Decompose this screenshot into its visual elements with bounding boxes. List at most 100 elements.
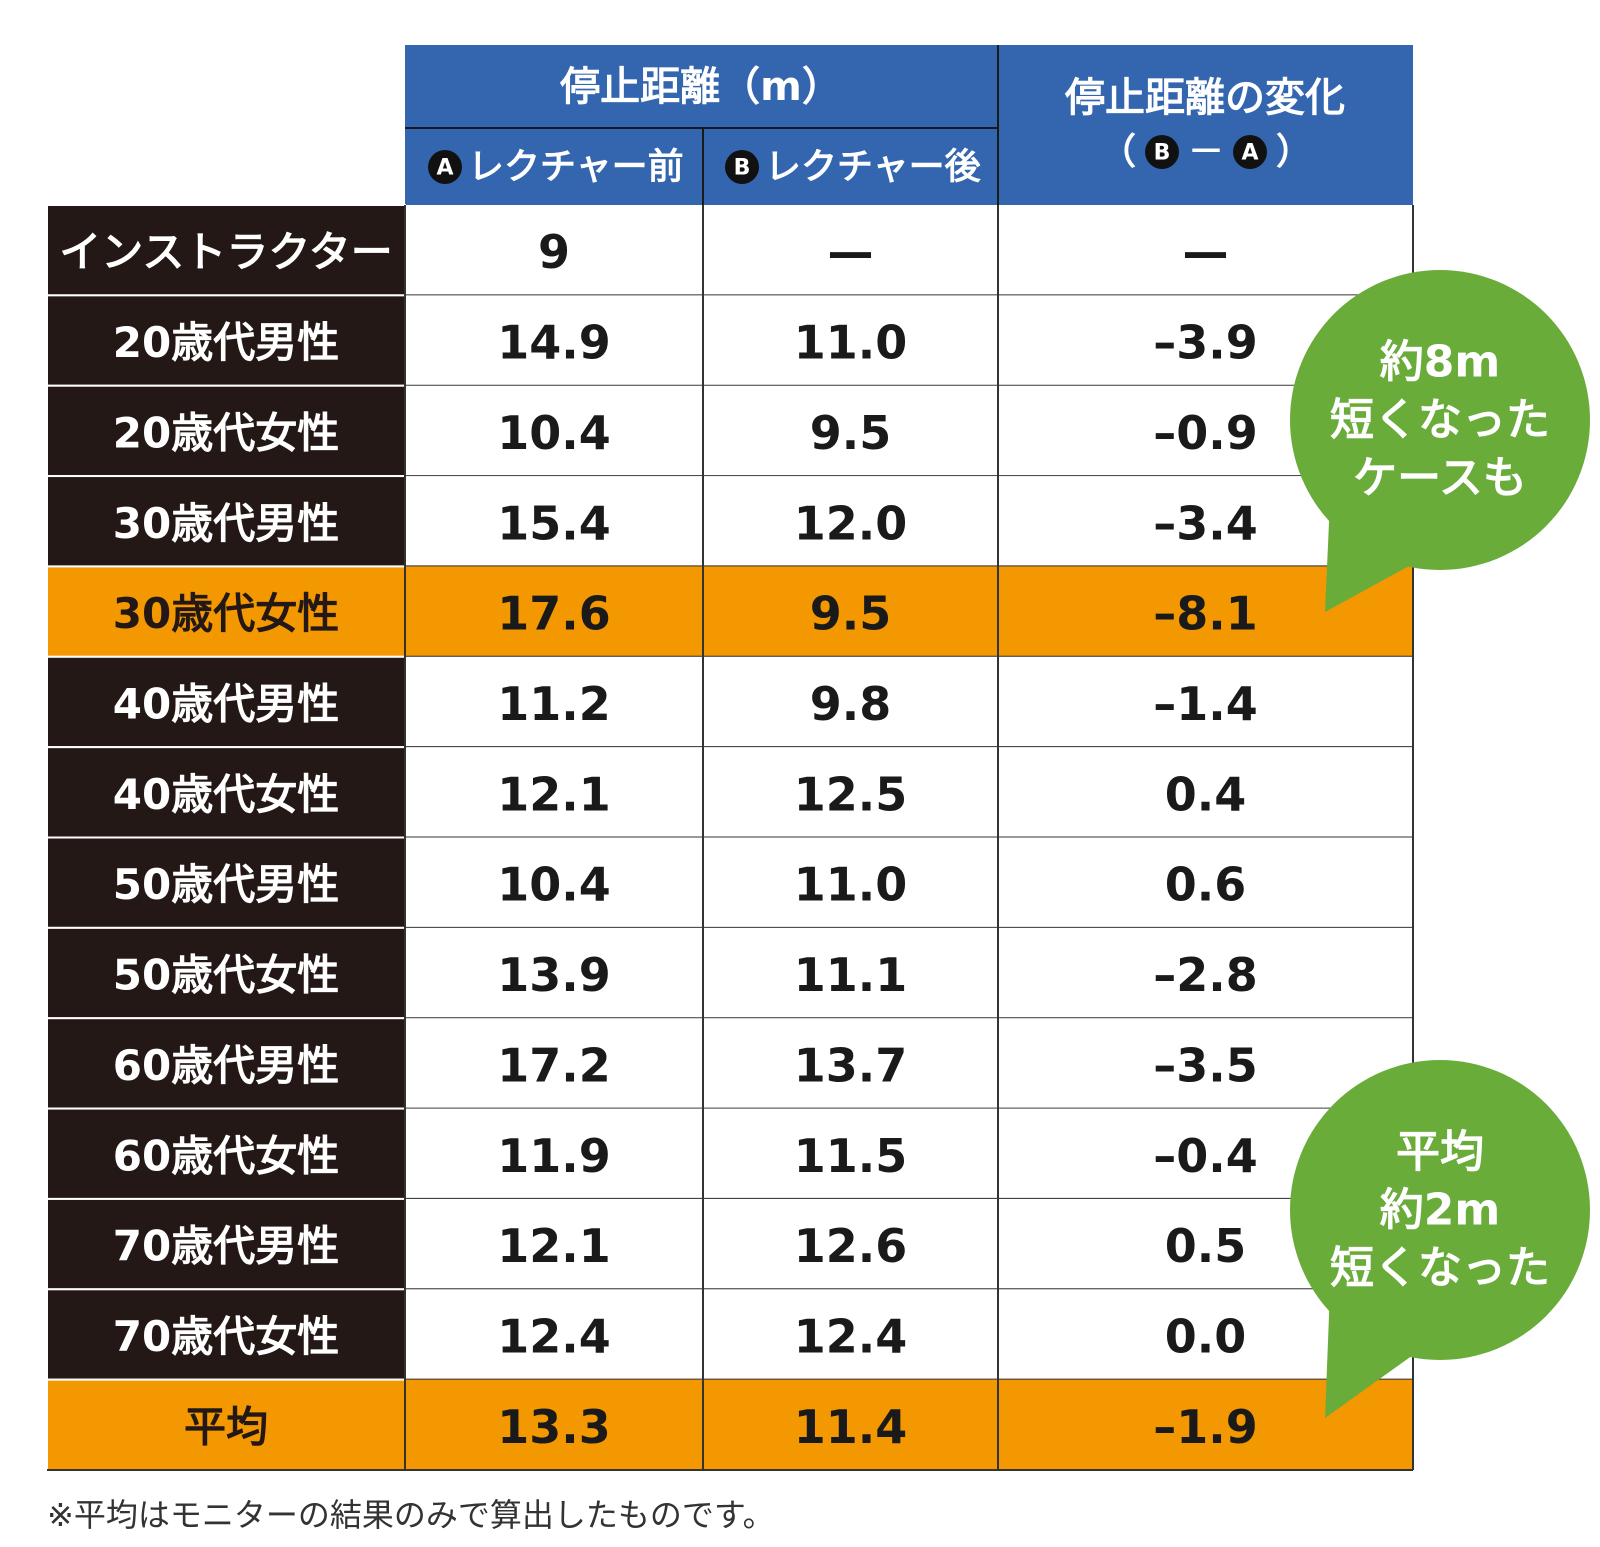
callout-text: 短くなった bbox=[1330, 1243, 1550, 1294]
label-cell bbox=[46, 475, 406, 568]
row-label: 70歳代女性 bbox=[113, 1312, 339, 1361]
cell-value: 0.5 bbox=[1165, 1219, 1247, 1273]
callout-text: 約2m bbox=[1380, 1185, 1500, 1236]
cell-value: 10.4 bbox=[497, 858, 611, 912]
cell-value: 12.4 bbox=[497, 1309, 611, 1363]
badge: A bbox=[436, 156, 453, 181]
cell-value: –2.8 bbox=[1153, 948, 1258, 1002]
cell-value: 10.4 bbox=[497, 406, 611, 460]
callout-bubble bbox=[1290, 270, 1590, 570]
row-label: 30歳代女性 bbox=[113, 589, 339, 638]
label-cell bbox=[46, 1288, 406, 1381]
badge-circle bbox=[1145, 135, 1179, 169]
formula-symbol: （ bbox=[1100, 132, 1136, 173]
cell-value: 15.4 bbox=[497, 496, 611, 550]
cell-value: 0.6 bbox=[1165, 858, 1247, 912]
row-label: 20歳代男性 bbox=[113, 318, 339, 367]
badge: B bbox=[734, 156, 751, 181]
data-row bbox=[405, 1018, 1413, 1109]
row-label: インストラクター bbox=[59, 228, 392, 277]
cell-value: — bbox=[1183, 225, 1229, 279]
badge-circle bbox=[1233, 135, 1267, 169]
data-row bbox=[405, 1379, 1413, 1470]
badge-circle bbox=[428, 150, 462, 184]
label-cell bbox=[46, 1197, 406, 1291]
row-label: 40歳代男性 bbox=[113, 679, 339, 728]
cell-value: 9.5 bbox=[810, 406, 892, 460]
data-row bbox=[405, 837, 1413, 928]
row-label: 50歳代女性 bbox=[113, 951, 339, 1000]
callout-text: 短くなった bbox=[1330, 395, 1550, 446]
row-label: 60歳代女性 bbox=[113, 1131, 339, 1180]
header-background bbox=[405, 45, 1413, 205]
badge: B bbox=[1154, 141, 1171, 166]
cell-value: 12.1 bbox=[497, 767, 611, 821]
cell-value: –1.9 bbox=[1153, 1400, 1258, 1454]
cell-value: 12.6 bbox=[794, 1219, 908, 1273]
cell-value: 11.0 bbox=[794, 858, 908, 912]
data-row bbox=[405, 927, 1413, 1019]
data-row bbox=[405, 656, 1413, 748]
column-header: レクチャー前 bbox=[468, 147, 684, 188]
data-row bbox=[405, 205, 1413, 296]
callout-bubble bbox=[1290, 1060, 1590, 1360]
cell-value: 17.2 bbox=[497, 1038, 611, 1092]
cell-value: 11.9 bbox=[497, 1129, 611, 1183]
cell-value: 12.5 bbox=[794, 767, 908, 821]
data-row bbox=[405, 295, 1413, 386]
cell-value: 11.0 bbox=[794, 316, 908, 370]
cell-value: 11.5 bbox=[794, 1129, 908, 1183]
formula-symbol: ） bbox=[1276, 132, 1312, 173]
row-label: 平均 bbox=[184, 1402, 268, 1451]
callout-text: 約8m bbox=[1380, 337, 1500, 388]
cell-value: 0.4 bbox=[1165, 767, 1247, 821]
cell-value: 13.9 bbox=[497, 948, 611, 1002]
cell-value: 13.7 bbox=[794, 1038, 908, 1092]
cell-value: 9.8 bbox=[810, 677, 892, 731]
cell-value: — bbox=[828, 225, 874, 279]
cell-value: 9 bbox=[538, 225, 570, 279]
data-row bbox=[405, 1108, 1413, 1199]
cell-value: 11.4 bbox=[794, 1400, 908, 1454]
header-group: 停止距離（m） bbox=[559, 64, 842, 110]
cell-value: 0.0 bbox=[1165, 1309, 1247, 1363]
row-label: 60歳代男性 bbox=[113, 1041, 339, 1090]
cell-value: 11.1 bbox=[794, 948, 908, 1002]
column-header: 停止距離の変化 bbox=[1064, 75, 1345, 121]
callout-text: ケースも bbox=[1353, 453, 1527, 504]
cell-value: 9.5 bbox=[810, 587, 892, 641]
cell-value: –0.9 bbox=[1153, 406, 1258, 460]
data-row bbox=[405, 747, 1413, 838]
label-cell bbox=[46, 204, 406, 297]
badge: A bbox=[1241, 141, 1258, 166]
cell-value: –0.4 bbox=[1153, 1129, 1258, 1183]
cell-value: 11.2 bbox=[497, 677, 611, 731]
data-row bbox=[405, 476, 1413, 567]
cell-value: –8.1 bbox=[1153, 587, 1258, 641]
row-label: 70歳代男性 bbox=[113, 1222, 339, 1271]
cell-value: –3.4 bbox=[1153, 496, 1258, 550]
data-row bbox=[405, 566, 1413, 657]
footnote: ※平均はモニターの結果のみで算出したものです。 bbox=[47, 1496, 775, 1534]
row-label: 20歳代女性 bbox=[113, 408, 339, 457]
cell-value: 12.4 bbox=[794, 1309, 908, 1363]
badge-circle bbox=[725, 150, 759, 184]
row-label: 40歳代女性 bbox=[113, 770, 339, 819]
cell-value: 17.6 bbox=[497, 587, 611, 641]
label-cell bbox=[46, 1378, 406, 1471]
cell-value: –3.5 bbox=[1153, 1038, 1258, 1092]
cell-value: 12.0 bbox=[794, 496, 908, 550]
label-cell bbox=[46, 746, 406, 839]
formula-symbol: － bbox=[1188, 132, 1224, 173]
column-header: レクチャー後 bbox=[765, 147, 982, 188]
data-row bbox=[405, 385, 1413, 477]
cell-value: 13.3 bbox=[497, 1400, 611, 1454]
formula: （ B － A ） bbox=[1100, 132, 1312, 173]
cell-value: 14.9 bbox=[497, 316, 611, 370]
callout-text: 平均 bbox=[1396, 1127, 1484, 1178]
cell-value: –3.9 bbox=[1153, 316, 1258, 370]
label-cell bbox=[46, 1107, 406, 1200]
